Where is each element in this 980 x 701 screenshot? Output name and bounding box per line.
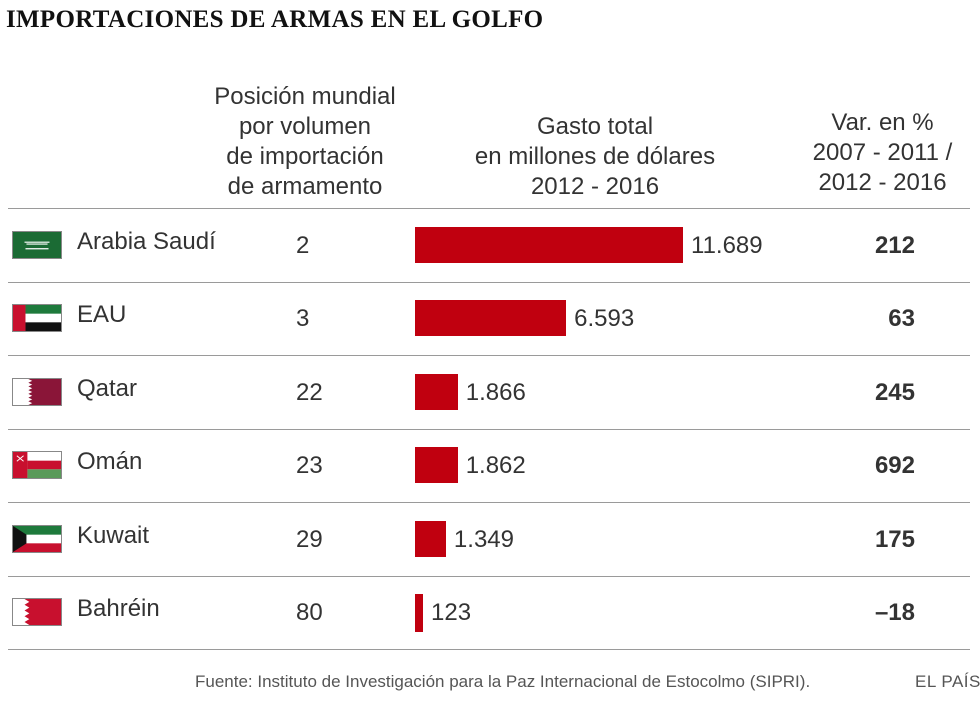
variation-value: 212 [874,231,915,259]
country-label: Qatar [77,374,138,402]
bar-value-label: 1.349 [453,525,514,553]
country-label: Bahréin [77,595,160,623]
rank-value: 2 [296,231,310,259]
variation-value: 245 [874,378,915,406]
variation-column-header: Var. en % 2007 - 2011 / 2012 - 2016 [785,108,980,198]
saudi-arabia-flag [12,230,62,259]
rank-value: 80 [296,599,323,627]
brand-label: EL PAÍS [915,672,980,691]
variation-header-line: 2012 - 2016 [818,169,947,196]
spend-header-line: en millones de dólares [474,143,716,170]
bar-value-label: 123 [431,599,472,627]
spend-header-line: 2012 - 2016 [530,173,660,200]
bar [415,226,683,263]
variation-value: 175 [874,525,915,553]
spend-column-header: Gasto total en millones de dólares 2012 … [440,112,750,202]
rank-header-line: de armamento [227,173,383,200]
bahrain-flag [12,598,62,627]
rank-value: 23 [296,452,323,480]
bar-value-label: 1.866 [465,378,526,406]
chart-title: IMPORTACIONES DE ARMAS EN EL GOLFO [6,6,544,33]
rank-header-line: Posición mundial [214,83,396,110]
oman-flag [12,451,62,480]
bar [415,594,423,633]
rank-value: 3 [296,305,310,333]
variation-header-line: 2007 - 2011 / [812,139,953,166]
bar-value-label: 6.593 [574,305,635,333]
spend-header-line: Gasto total [536,113,654,140]
qatar-flag [12,377,62,406]
source-note: Fuente: Instituto de Investigación para … [195,672,811,691]
variation-value: 63 [888,305,915,333]
bar [415,300,567,337]
bar-value-label: 1.862 [465,452,526,480]
variation-value: 692 [874,452,915,480]
rank-header-line: por volumen [238,113,372,140]
rank-column-header: Posición mundial por volumen de importac… [195,82,415,202]
bar [415,373,458,410]
row-separator [8,649,970,650]
variation-value: –18 [874,599,915,627]
rank-header-line: de importación [226,143,384,170]
kuwait-flag [12,524,62,553]
country-label: Arabia Saudí [77,227,216,255]
variation-header-line: Var. en % [831,109,934,136]
country-label: Kuwait [77,521,150,549]
bar [415,447,458,484]
row-separator [8,502,970,503]
rank-value: 22 [296,378,323,406]
uae-flag [12,304,62,333]
rank-value: 29 [296,525,323,553]
country-label: Omán [77,448,143,476]
row-separator [8,575,970,577]
row-separator [8,428,970,430]
row-separator [8,355,970,356]
header-separator [8,208,970,209]
row-separator [8,281,970,283]
bar [415,520,446,557]
bar-value-label: 11.689 [691,231,763,259]
country-label: EAU [77,301,127,329]
